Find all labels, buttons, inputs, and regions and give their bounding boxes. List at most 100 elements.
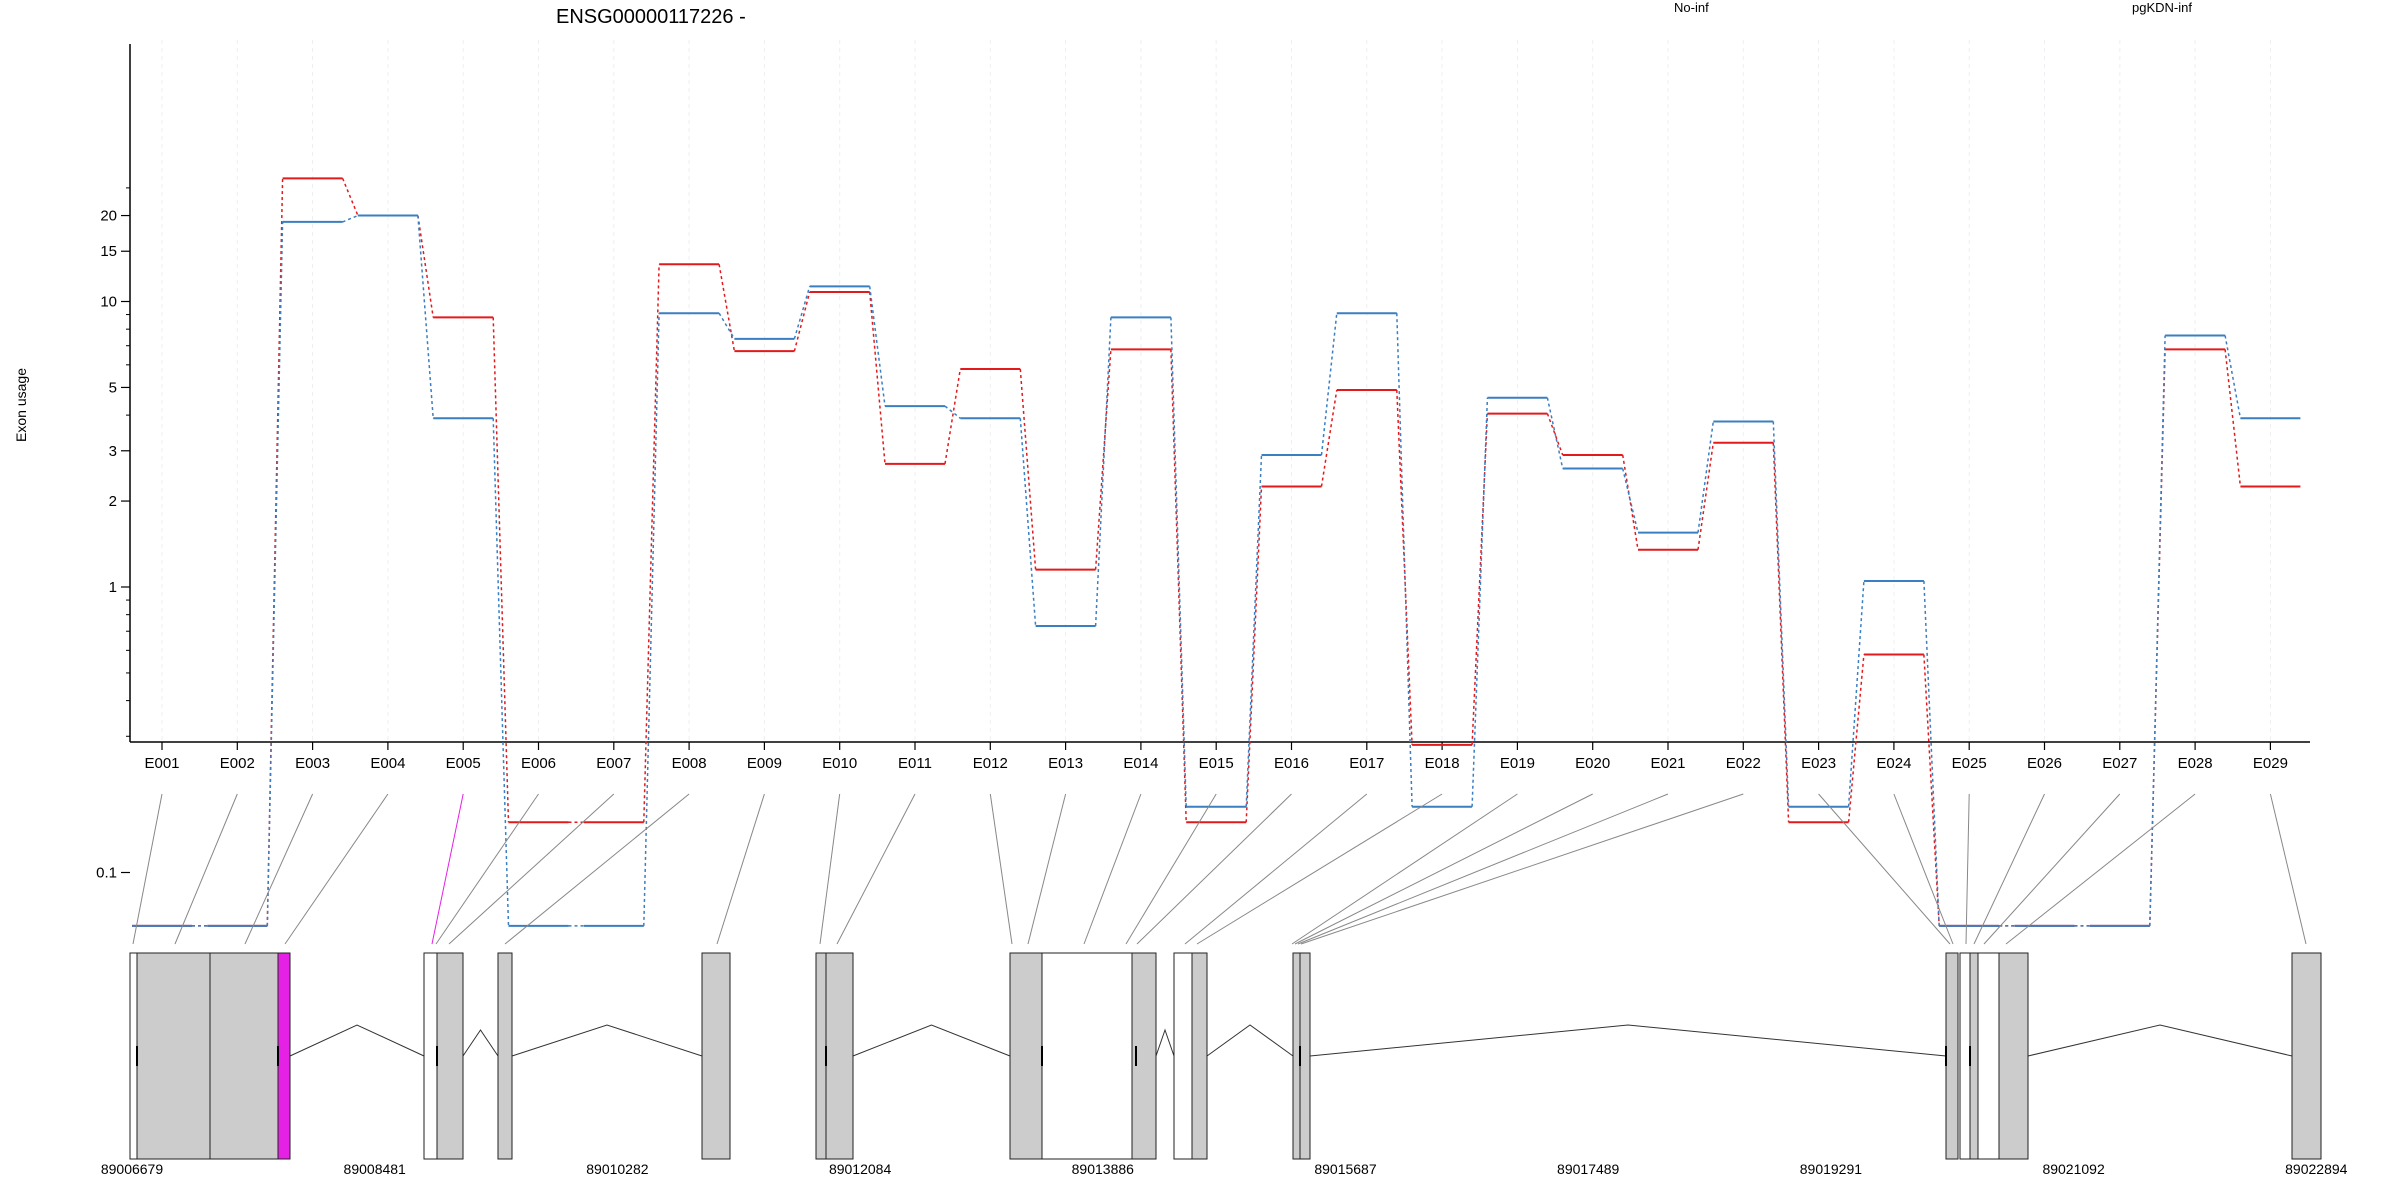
exon-connector (1136, 793, 1292, 945)
transition-segment (1320, 313, 1338, 456)
transition-segment (868, 286, 886, 407)
exon-connector (1983, 793, 2121, 945)
x-tick-label: E003 (295, 755, 330, 772)
transition-segment (266, 221, 284, 926)
exon-connector (1965, 793, 1970, 945)
x-tick-label: E013 (1048, 755, 1083, 772)
transition-segment (1019, 418, 1037, 627)
coordinate-label: 89015687 (1314, 1161, 1377, 1177)
intron-line (852, 1024, 1011, 1057)
genomic-coordinates: 89006679 89008481 89010282 89012084 89013886… (101, 1161, 2348, 1177)
exon-connector (504, 793, 690, 945)
x-tick-label: E017 (1349, 755, 1384, 772)
x-tick-label: E027 (2102, 755, 2137, 772)
transition-segment (1546, 397, 1564, 469)
exon-box (2291, 952, 2322, 1160)
intron-line (1206, 1024, 1294, 1057)
legend-no-inf: No-inf (1674, 0, 1709, 15)
exon-box (497, 952, 513, 1160)
transition-segment (1170, 349, 1187, 823)
x-tick-label: E026 (2027, 755, 2062, 772)
exon-box (1292, 952, 1301, 1160)
y-tick-label: 15 (100, 243, 117, 260)
x-tick-label: E009 (747, 755, 782, 772)
transition-segment (643, 264, 660, 823)
transition-segment (793, 291, 811, 352)
y-tick-label: 3 (109, 443, 117, 460)
exon-box (1191, 952, 1208, 1160)
exon-connector (836, 793, 916, 945)
transition-segment (2149, 335, 2166, 926)
transition-segment (417, 215, 434, 318)
transition-segment (341, 178, 359, 216)
x-tick-label: E016 (1274, 755, 1309, 772)
transition-segment (1094, 349, 1112, 570)
x-tick-label: E011 (898, 755, 932, 772)
x-tick-label: E012 (973, 755, 1008, 772)
transition-segment (1697, 442, 1715, 550)
transition-segment (718, 264, 736, 352)
exon-box (1299, 952, 1311, 1160)
x-tick-label: E005 (446, 755, 481, 772)
exon-connector (1297, 793, 1669, 945)
coordinate-label: 89008481 (344, 1161, 407, 1177)
coordinate-label: 89022894 (2285, 1161, 2348, 1177)
exon-connector (1184, 793, 1368, 945)
x-tick-label: E006 (521, 755, 556, 772)
transition-segment (1094, 317, 1112, 627)
x-tick-label: E021 (1650, 755, 1685, 772)
x-tick-label: E018 (1425, 755, 1460, 772)
coordinate-label: 89019291 (1800, 1161, 1863, 1177)
exon-box (1998, 952, 2029, 1160)
transition-segment (1847, 654, 1865, 823)
transition-segment (417, 215, 434, 419)
coordinate-label: 89010282 (586, 1161, 649, 1177)
intron-line (289, 1024, 425, 1057)
y-tick-label: 20 (100, 208, 117, 225)
x-tick-label: E024 (1876, 755, 1911, 772)
transition-segment (2224, 349, 2242, 487)
gridlines (161, 40, 2271, 742)
series-layer (132, 177, 2301, 927)
transition-segment (868, 291, 886, 464)
transition-segment (1772, 421, 1790, 807)
chart-title: ENSG00000117226 - (556, 6, 746, 28)
y-tick-label: 1 (109, 579, 117, 596)
exon-connector (989, 793, 1013, 945)
exon-connector (1083, 793, 1142, 945)
intron-line (1155, 1028, 1175, 1057)
coordinate-label: 89012084 (829, 1161, 892, 1177)
x-tick-label: E028 (2178, 755, 2213, 772)
y-tick-label: 0.1 (96, 865, 117, 882)
series-pgkdn-inf (132, 214, 2301, 927)
transition-segment (1923, 580, 1940, 926)
exon-connector (284, 793, 389, 945)
x-tick-label: E025 (1952, 755, 1987, 772)
intron-line (2027, 1024, 2293, 1057)
exon-connector (1973, 793, 2045, 945)
transition-segment (1546, 413, 1564, 456)
transition-segment (1621, 454, 1639, 550)
transition-segment (1320, 389, 1338, 487)
exon-connector (1291, 793, 1518, 945)
intron-line (462, 1029, 499, 1057)
exon-connector (132, 793, 163, 945)
x-tick-label: E023 (1801, 755, 1836, 772)
exon-connector (1818, 793, 1951, 945)
exon-box (129, 952, 138, 1160)
x-tick-label: E010 (822, 755, 857, 772)
y-axis: 0.1 1 2 3 5 10 15 20 (96, 44, 131, 882)
transition-segment (718, 312, 736, 340)
exon-box (1969, 952, 1979, 1160)
transition-segment (1245, 486, 1263, 823)
x-tick-label: E022 (1726, 755, 1761, 772)
transition-segment (1697, 421, 1715, 533)
y-tick-label: 5 (109, 379, 117, 396)
transition-segment (793, 286, 811, 340)
transition-segment (944, 368, 962, 464)
transition-segment (1471, 397, 1489, 807)
transition-segment (1923, 654, 1940, 926)
transition-segment (643, 313, 660, 926)
transition-segment (1245, 454, 1263, 807)
exon-connector (716, 793, 765, 945)
